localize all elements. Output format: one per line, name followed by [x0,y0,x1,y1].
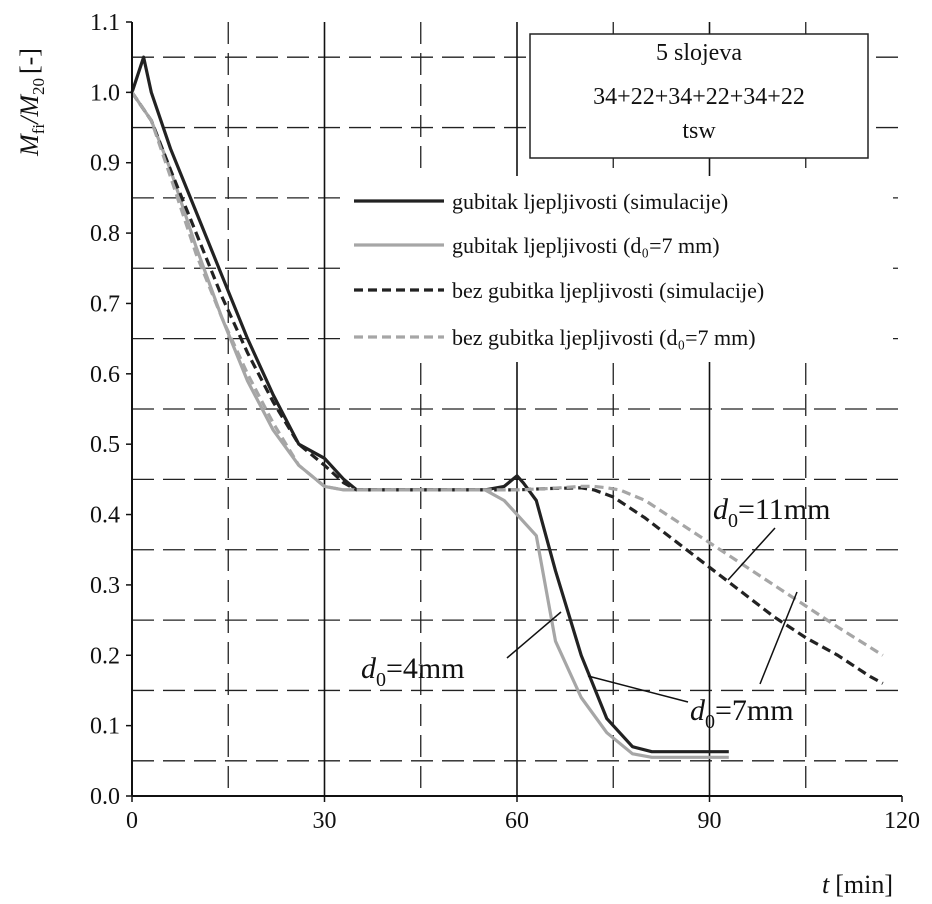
y-tick-label: 0.5 [90,432,120,458]
info-box-line3: tsw [682,118,716,144]
axes [126,21,903,802]
y-tick-label: 0.8 [90,221,120,247]
y-tick-label: 0.9 [90,151,120,177]
info-box-line1: 5 slojeva [656,40,742,66]
legend: gubitak ljepljivosti (simulacije) gubitak… [345,176,893,362]
x-axis-label: t [min] [822,870,893,899]
info-box-frame [529,33,869,159]
y-tick-label: 1.0 [90,80,120,106]
info-box-line2: 34+22+34+22+34+22 [593,84,805,110]
x-tick-label: 0 [126,808,138,834]
x-tick-label: 120 [884,808,920,834]
x-tick-label: 60 [505,808,529,834]
series-lines [130,55,884,759]
x-label-unit: [min] [835,870,893,899]
x-tick-label: 90 [698,808,722,834]
annotations: d0=11mm d0=4mm d0=7mm [361,493,830,733]
y-label-M: M [15,133,44,157]
info-box: 5 slojeva 34+22+34+22+34+22 tsw [529,33,869,159]
y-tick-label: 1.1 [90,10,120,36]
legend-label-2: gubitak ljepljivosti (d₀=7 mm) [452,233,720,258]
y-label-sub1: fi [29,124,48,135]
annotation-4mm-leader [506,611,562,659]
x-label-var: t [822,870,830,899]
y-label-unit: [-] [15,48,44,74]
y-axis-label: Mfi/M20 [-] [15,48,48,157]
tick-labels: 0 30 60 90 120 0.0 0.1 0.2 0.3 0.4 0.5 0.6 0.7 0.8 0.9… [90,10,920,834]
annotation-11mm-leader [727,527,776,581]
x-tick-label: 30 [313,808,337,834]
y-label-sub2: 20 [29,78,48,95]
y-tick-label: 0.0 [90,784,120,810]
annotation-7mm-leader-left [587,675,689,703]
legend-label-4: bez gubitka ljepljivosti (d₀=7 mm) [452,325,756,350]
series-line-4 [130,91,884,657]
legend-label-3: bez gubitka ljepljivosti (simulacije) [452,278,764,303]
y-label-mid: /M [15,94,44,126]
y-tick-label: 0.6 [90,362,120,388]
y-tick-label: 0.4 [90,503,120,529]
y-tick-label: 0.1 [90,714,120,740]
legend-label-1: gubitak ljepljivosti (simulacije) [452,189,728,214]
y-tick-label: 0.7 [90,291,120,317]
annotation-d0-4mm: d0=4mm [361,652,465,691]
annotation-d0-11mm: d0=11mm [713,493,830,532]
y-tick-label: 0.2 [90,643,120,669]
annotation-d0-7mm: d0=7mm [690,694,794,733]
y-tick-label: 0.3 [90,573,120,599]
annotation-7mm-leader-right [759,591,798,685]
